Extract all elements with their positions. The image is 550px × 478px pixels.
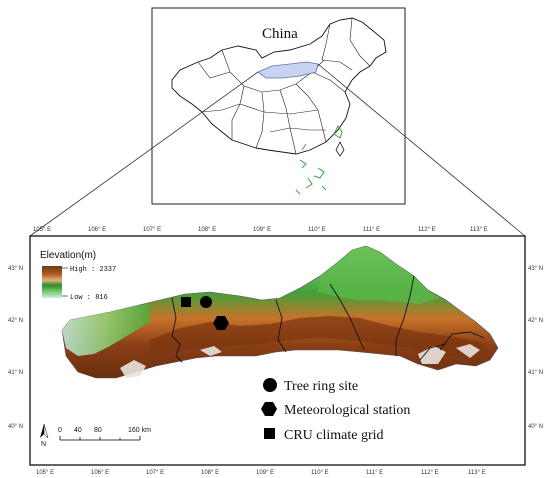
legend-square-icon (264, 428, 275, 439)
lon-tick-top: 112° E (418, 227, 436, 233)
lon-tick-top: 113° E (470, 227, 488, 233)
legend-tree-ring-label: Tree ring site (284, 379, 358, 394)
lat-tick-left: 40° N (8, 424, 23, 430)
lon-tick-top: 109° E (253, 227, 271, 233)
lon-tick-bottom: 112° E (421, 470, 439, 476)
north-label: N (41, 441, 46, 448)
north-arrow: N (40, 423, 49, 448)
tree-ring-site-marker (200, 296, 212, 308)
longitude-ticks-top: 105° E 106° E 107° E 108° E 109° E 110° … (33, 227, 488, 233)
lat-tick-left: 42° N (8, 318, 23, 324)
latitude-ticks-right: 43° N 42° N 41° N 40° N (528, 266, 543, 430)
cru-grid-marker (181, 297, 191, 307)
south-china-sea-islands (295, 125, 343, 195)
lon-tick-top: 111° E (363, 227, 380, 233)
study-region-highlight (257, 61, 319, 79)
scale-label: 160 km (128, 427, 151, 434)
lon-tick-bottom: 110° E (311, 470, 329, 476)
lon-tick-top: 105° E (33, 227, 51, 233)
lon-tick-top: 108° E (198, 227, 216, 233)
western-lowland (62, 304, 150, 356)
terrain-relief (61, 245, 499, 379)
northeast-highland (318, 246, 440, 304)
north-arrow-half (43, 423, 49, 439)
symbol-legend: Tree ring site Meteorological station CR… (261, 378, 410, 443)
scale-label: 40 (74, 427, 82, 434)
legend-hexagon-icon (261, 402, 277, 416)
lat-tick-right: 43° N (528, 266, 543, 272)
lat-tick-right: 41° N (528, 370, 543, 376)
island-shape (335, 141, 345, 157)
inset-map: China (151, 7, 406, 205)
latitude-ticks-left: 43° N 42° N 41° N 40° N (8, 266, 23, 430)
high-peaks (120, 344, 480, 378)
scale-bar-line (59, 436, 141, 441)
lon-tick-bottom: 111° E (366, 470, 383, 476)
main-map: 105° E 106° E 107° E 108° E 109° E 110° … (8, 227, 543, 476)
lon-tick-top: 106° E (88, 227, 106, 233)
lon-tick-bottom: 113° E (468, 470, 486, 476)
elevation-low-label: Low : 816 (70, 294, 108, 302)
elevation-legend: Elevation(m) High : 2337 Low : 816 (40, 250, 116, 302)
legend-circle-icon (263, 378, 277, 392)
legend-cru-label: CRU climate grid (284, 428, 384, 443)
lon-tick-bottom: 108° E (201, 470, 219, 476)
lon-tick-bottom: 106° E (91, 470, 109, 476)
scale-label: 80 (94, 427, 102, 434)
mountain-ridge (150, 316, 490, 356)
lon-tick-top: 107° E (143, 227, 161, 233)
longitude-ticks-bottom: 105° E 106° E 107° E 108° E 109° E 110° … (36, 470, 486, 476)
meteorological-station-marker (213, 316, 229, 330)
legend-meteorological-label: Meteorological station (284, 403, 410, 418)
lon-tick-bottom: 107° E (146, 470, 164, 476)
lon-tick-bottom: 105° E (36, 470, 54, 476)
site-markers (181, 296, 229, 330)
scale-label: 0 (58, 427, 62, 434)
china-outline (171, 17, 387, 155)
lat-tick-left: 43° N (8, 266, 23, 272)
elevation-color-ramp (42, 266, 62, 298)
admin-boundaries (171, 275, 485, 363)
elevation-title: Elevation(m) (40, 250, 96, 261)
lat-tick-right: 42° N (528, 318, 543, 324)
lon-tick-top: 110° E (308, 227, 326, 233)
elevation-high-label: High : 2337 (70, 266, 116, 274)
lat-tick-right: 40° N (528, 424, 543, 430)
lat-tick-left: 41° N (8, 370, 23, 376)
scale-bar: 0 40 80 160 km (58, 427, 151, 441)
inset-title: China (262, 26, 298, 42)
lon-tick-bottom: 109° E (256, 470, 274, 476)
connector-lines (29, 63, 526, 237)
